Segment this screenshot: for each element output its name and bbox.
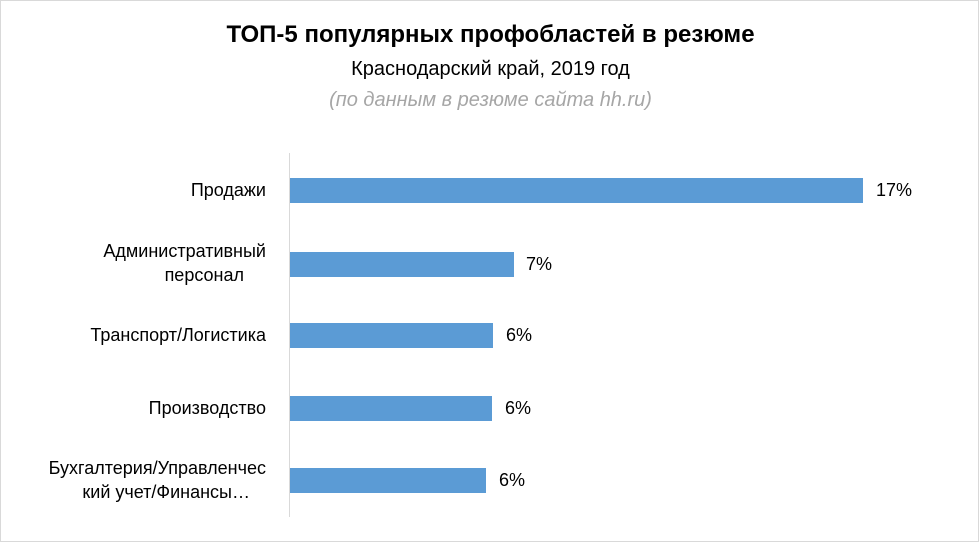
- bar-transport: [290, 323, 493, 348]
- category-label-line: Административный: [103, 241, 266, 261]
- category-label-line: Продажи: [190, 180, 266, 200]
- value-label: 6%: [506, 325, 533, 345]
- category-label: Продажи: [191, 178, 266, 202]
- value-label: 6%: [499, 470, 526, 490]
- category-label: Транспорт/Логистика: [90, 323, 266, 347]
- source-note: (по данным в резюме сайта hh.ru): [329, 89, 652, 111]
- bar-proizvodstvo: [290, 396, 492, 421]
- chart-subtitle: Краснодарский край, 2019 год: [351, 58, 630, 80]
- category-label: Административный персонал: [103, 239, 266, 287]
- value-label: 7%: [526, 254, 553, 274]
- bar-admin: [290, 252, 514, 277]
- chart-title: ТОП-5 популярных профобластей в резюме: [226, 21, 755, 48]
- value-label: 17%: [876, 180, 913, 200]
- bar-buhgalteriya: [290, 468, 486, 493]
- category-label: Производство: [149, 396, 266, 420]
- category-axis: [289, 153, 290, 517]
- category-label-line: Транспорт/Логистика: [90, 325, 266, 345]
- category-label-line: персонал: [164, 265, 244, 285]
- category-label-line: Бухгалтерия/Управленчес: [48, 458, 266, 478]
- category-label: Бухгалтерия/Управленчес кий учет/Финансы…: [49, 456, 266, 504]
- value-label: 6%: [505, 398, 532, 418]
- category-label-line: кий учет/Финансы…: [82, 482, 250, 502]
- bar-prodazhi: [290, 178, 863, 203]
- category-label-line: Производство: [148, 398, 266, 418]
